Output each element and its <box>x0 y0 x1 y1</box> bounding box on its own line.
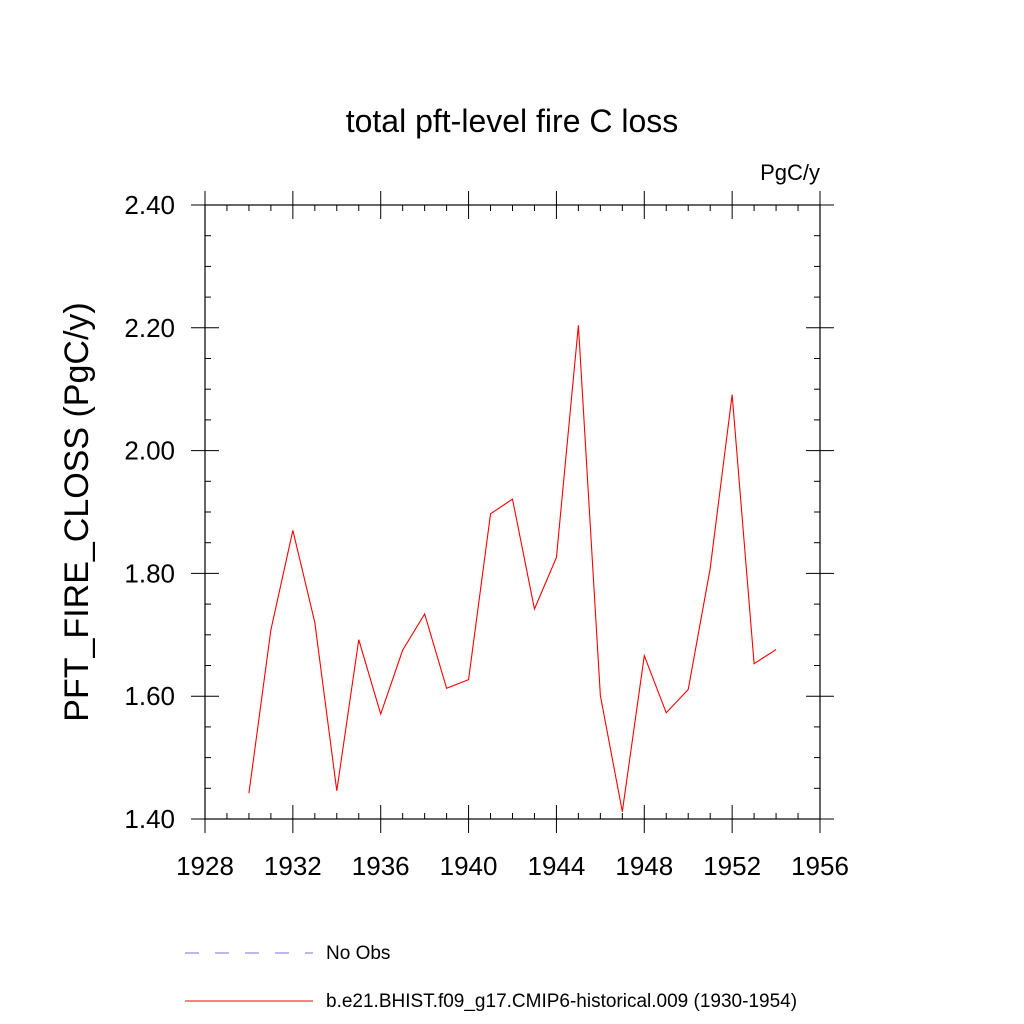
data-point <box>556 557 557 558</box>
legend-label-historical: b.e21.BHIST.f09_g17.CMIP6-historical.009… <box>326 991 797 1012</box>
data-point <box>622 811 623 812</box>
x-tick-label: 1948 <box>615 851 673 881</box>
data-point <box>666 712 667 713</box>
tick-labels: 1928 1932 1936 1940 1944 1948 1952 1956 1.40 1.60… <box>124 190 849 881</box>
x-tick-label: 1928 <box>176 851 234 881</box>
chart-title: total pft-level fire C loss <box>346 103 679 139</box>
series-layer <box>248 325 777 812</box>
data-point <box>446 688 447 689</box>
legend-label-no-obs: No Obs <box>326 943 390 964</box>
minor-ticks <box>205 205 820 819</box>
x-tick-label: 1952 <box>703 851 761 881</box>
data-point <box>688 689 689 690</box>
data-point <box>468 679 469 680</box>
units-label: PgC/y <box>760 160 820 185</box>
data-point <box>775 649 776 650</box>
data-point <box>292 530 293 531</box>
data-point <box>644 655 645 656</box>
data-point <box>336 790 337 791</box>
data-point <box>754 663 755 664</box>
y-tick-label: 1.80 <box>124 558 175 588</box>
data-point <box>314 622 315 623</box>
data-point <box>578 325 579 326</box>
legend: No Obs b.e21.BHIST.f09_g17.CMIP6-histori… <box>185 943 797 1012</box>
data-point <box>270 629 271 630</box>
data-point <box>424 613 425 614</box>
x-tick-label: 1940 <box>440 851 498 881</box>
data-point <box>732 394 733 395</box>
y-tick-label: 1.40 <box>124 804 175 834</box>
series-line <box>248 325 777 812</box>
data-point <box>512 499 513 500</box>
y-axis-label: PFT_FIRE_CLOSS (PgC/y) <box>58 302 96 721</box>
y-tick-label: 2.20 <box>124 313 175 343</box>
major-ticks <box>191 191 834 833</box>
data-point <box>380 713 381 714</box>
x-tick-label: 1932 <box>264 851 322 881</box>
y-tick-label: 2.00 <box>124 436 175 466</box>
data-point <box>710 568 711 569</box>
data-point <box>358 639 359 640</box>
y-tick-label: 2.40 <box>124 190 175 220</box>
x-tick-label: 1944 <box>528 851 586 881</box>
data-point <box>600 695 601 696</box>
data-point <box>534 608 535 609</box>
data-point <box>490 513 491 514</box>
x-tick-label: 1936 <box>352 851 410 881</box>
plot-frame <box>204 204 821 820</box>
x-tick-label: 1956 <box>791 851 849 881</box>
y-tick-label: 1.60 <box>124 681 175 711</box>
data-point <box>402 650 403 651</box>
data-point <box>248 793 249 794</box>
